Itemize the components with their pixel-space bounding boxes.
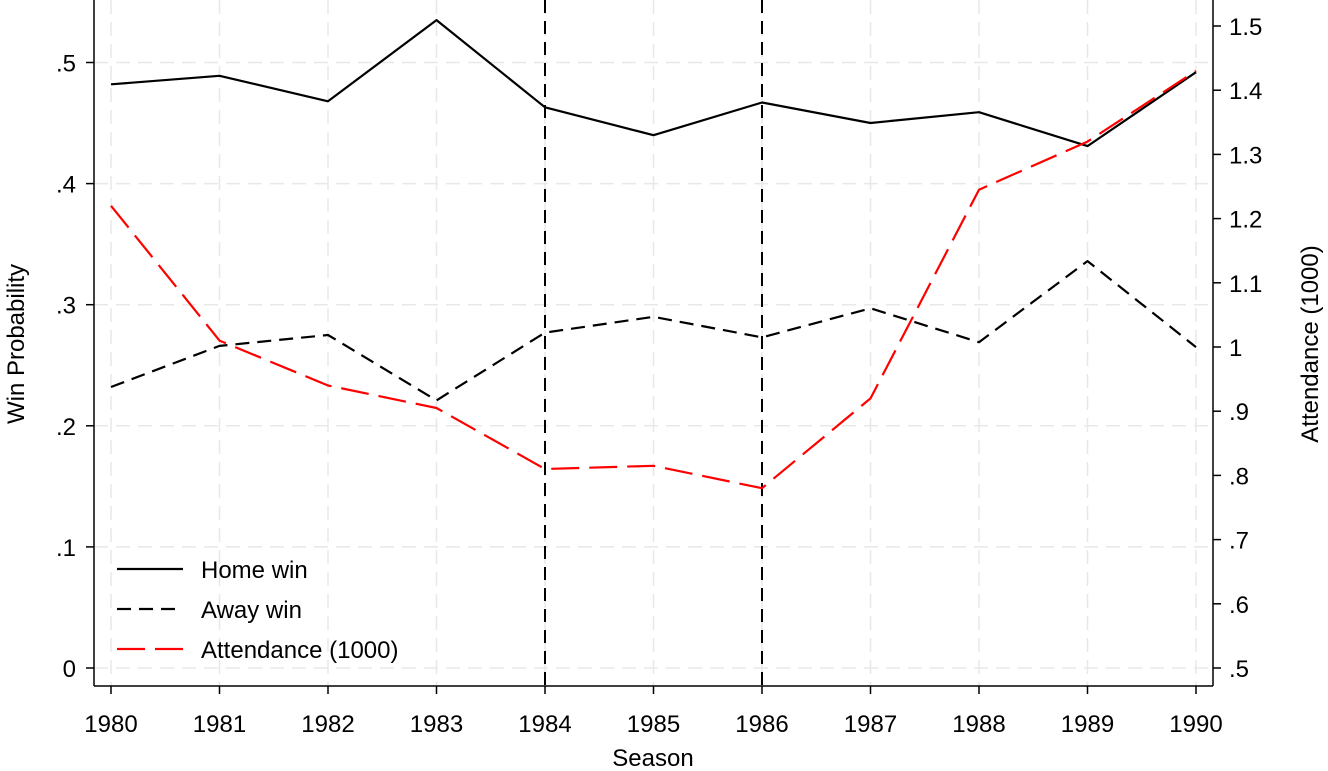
right-y-tick-label: 1.4 (1229, 78, 1262, 105)
left-y-tick-label: .4 (56, 172, 76, 199)
series-lines (110, 19, 1197, 490)
left-y-tick-label: 0 (63, 656, 76, 683)
x-axis-title: Season (612, 745, 693, 771)
x-tick-label: 1988 (952, 711, 1005, 738)
x-tick-label: 1985 (627, 711, 680, 738)
right-y-tick-label: 1.5 (1229, 14, 1262, 41)
x-tick-label: 1986 (735, 711, 788, 738)
right-y-tick-label: .5 (1229, 656, 1249, 683)
right-y-tick-label: .6 (1229, 592, 1249, 619)
legend: Home win Away win Attendance (1000) (117, 557, 398, 664)
right-y-tick-label: .7 (1229, 528, 1249, 555)
left-y-tick-label: .5 (56, 51, 76, 78)
x-tick-label: 1989 (1061, 711, 1114, 738)
legend-label-attendance: Attendance (1000) (201, 637, 398, 664)
left-y-tick-label: .3 (56, 293, 76, 320)
left-axis-title: Win Probability (3, 264, 30, 424)
x-tick-label: 1980 (84, 711, 137, 738)
right-axis-title: Attendance (1000) (1297, 245, 1324, 442)
right-y-tick-label: 1 (1229, 335, 1242, 362)
right-y-tick-label: .8 (1229, 463, 1249, 490)
tick-labels: 1980 1981 1982 1983 1984 1985 1986 1987 1988 1989… (56, 14, 1262, 738)
series-line-2 (110, 260, 1197, 402)
series-line-1 (110, 19, 1197, 148)
x-tick-label: 1983 (410, 711, 463, 738)
right-y-tick-label: 1.3 (1229, 142, 1262, 169)
left-y-tick-label: .1 (56, 535, 76, 562)
left-y-tick-label: .2 (56, 414, 76, 441)
x-tick-label: 1984 (518, 711, 571, 738)
x-tick-label: 1982 (301, 711, 354, 738)
x-tick-label: 1990 (1169, 711, 1222, 738)
right-y-tick-label: 1.2 (1229, 207, 1262, 234)
legend-label-away-win: Away win (201, 597, 302, 624)
tick-marks (86, 25, 1221, 694)
x-tick-label: 1987 (844, 711, 897, 738)
legend-label-home-win: Home win (201, 557, 308, 584)
right-y-tick-label: 1.1 (1229, 271, 1262, 298)
reference-lines (544, 0, 763, 686)
x-tick-label: 1981 (193, 711, 246, 738)
series-line-3 (110, 69, 1197, 490)
right-y-tick-label: .9 (1229, 399, 1249, 426)
